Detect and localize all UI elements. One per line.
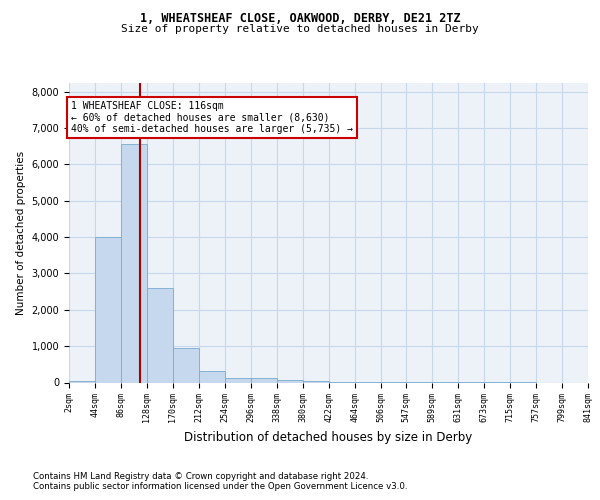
Bar [251, 378, 277, 382]
Bar [95, 237, 121, 382]
Bar [69, 380, 95, 382]
Bar [303, 380, 329, 382]
X-axis label: Distribution of detached houses by size in Derby: Distribution of detached houses by size … [184, 430, 473, 444]
Bar [277, 380, 303, 382]
Text: Size of property relative to detached houses in Derby: Size of property relative to detached ho… [121, 24, 479, 34]
Y-axis label: Number of detached properties: Number of detached properties [16, 150, 26, 314]
Bar [121, 144, 147, 382]
Text: 1 WHEATSHEAF CLOSE: 116sqm
← 60% of detached houses are smaller (8,630)
40% of s: 1 WHEATSHEAF CLOSE: 116sqm ← 60% of deta… [71, 100, 353, 134]
Bar [225, 378, 251, 382]
Text: Contains HM Land Registry data © Crown copyright and database right 2024.: Contains HM Land Registry data © Crown c… [33, 472, 368, 481]
Text: 1, WHEATSHEAF CLOSE, OAKWOOD, DERBY, DE21 2TZ: 1, WHEATSHEAF CLOSE, OAKWOOD, DERBY, DE2… [140, 12, 460, 26]
Bar [173, 348, 199, 382]
Text: Contains public sector information licensed under the Open Government Licence v3: Contains public sector information licen… [33, 482, 407, 491]
Bar [147, 288, 173, 382]
Bar [199, 371, 225, 382]
